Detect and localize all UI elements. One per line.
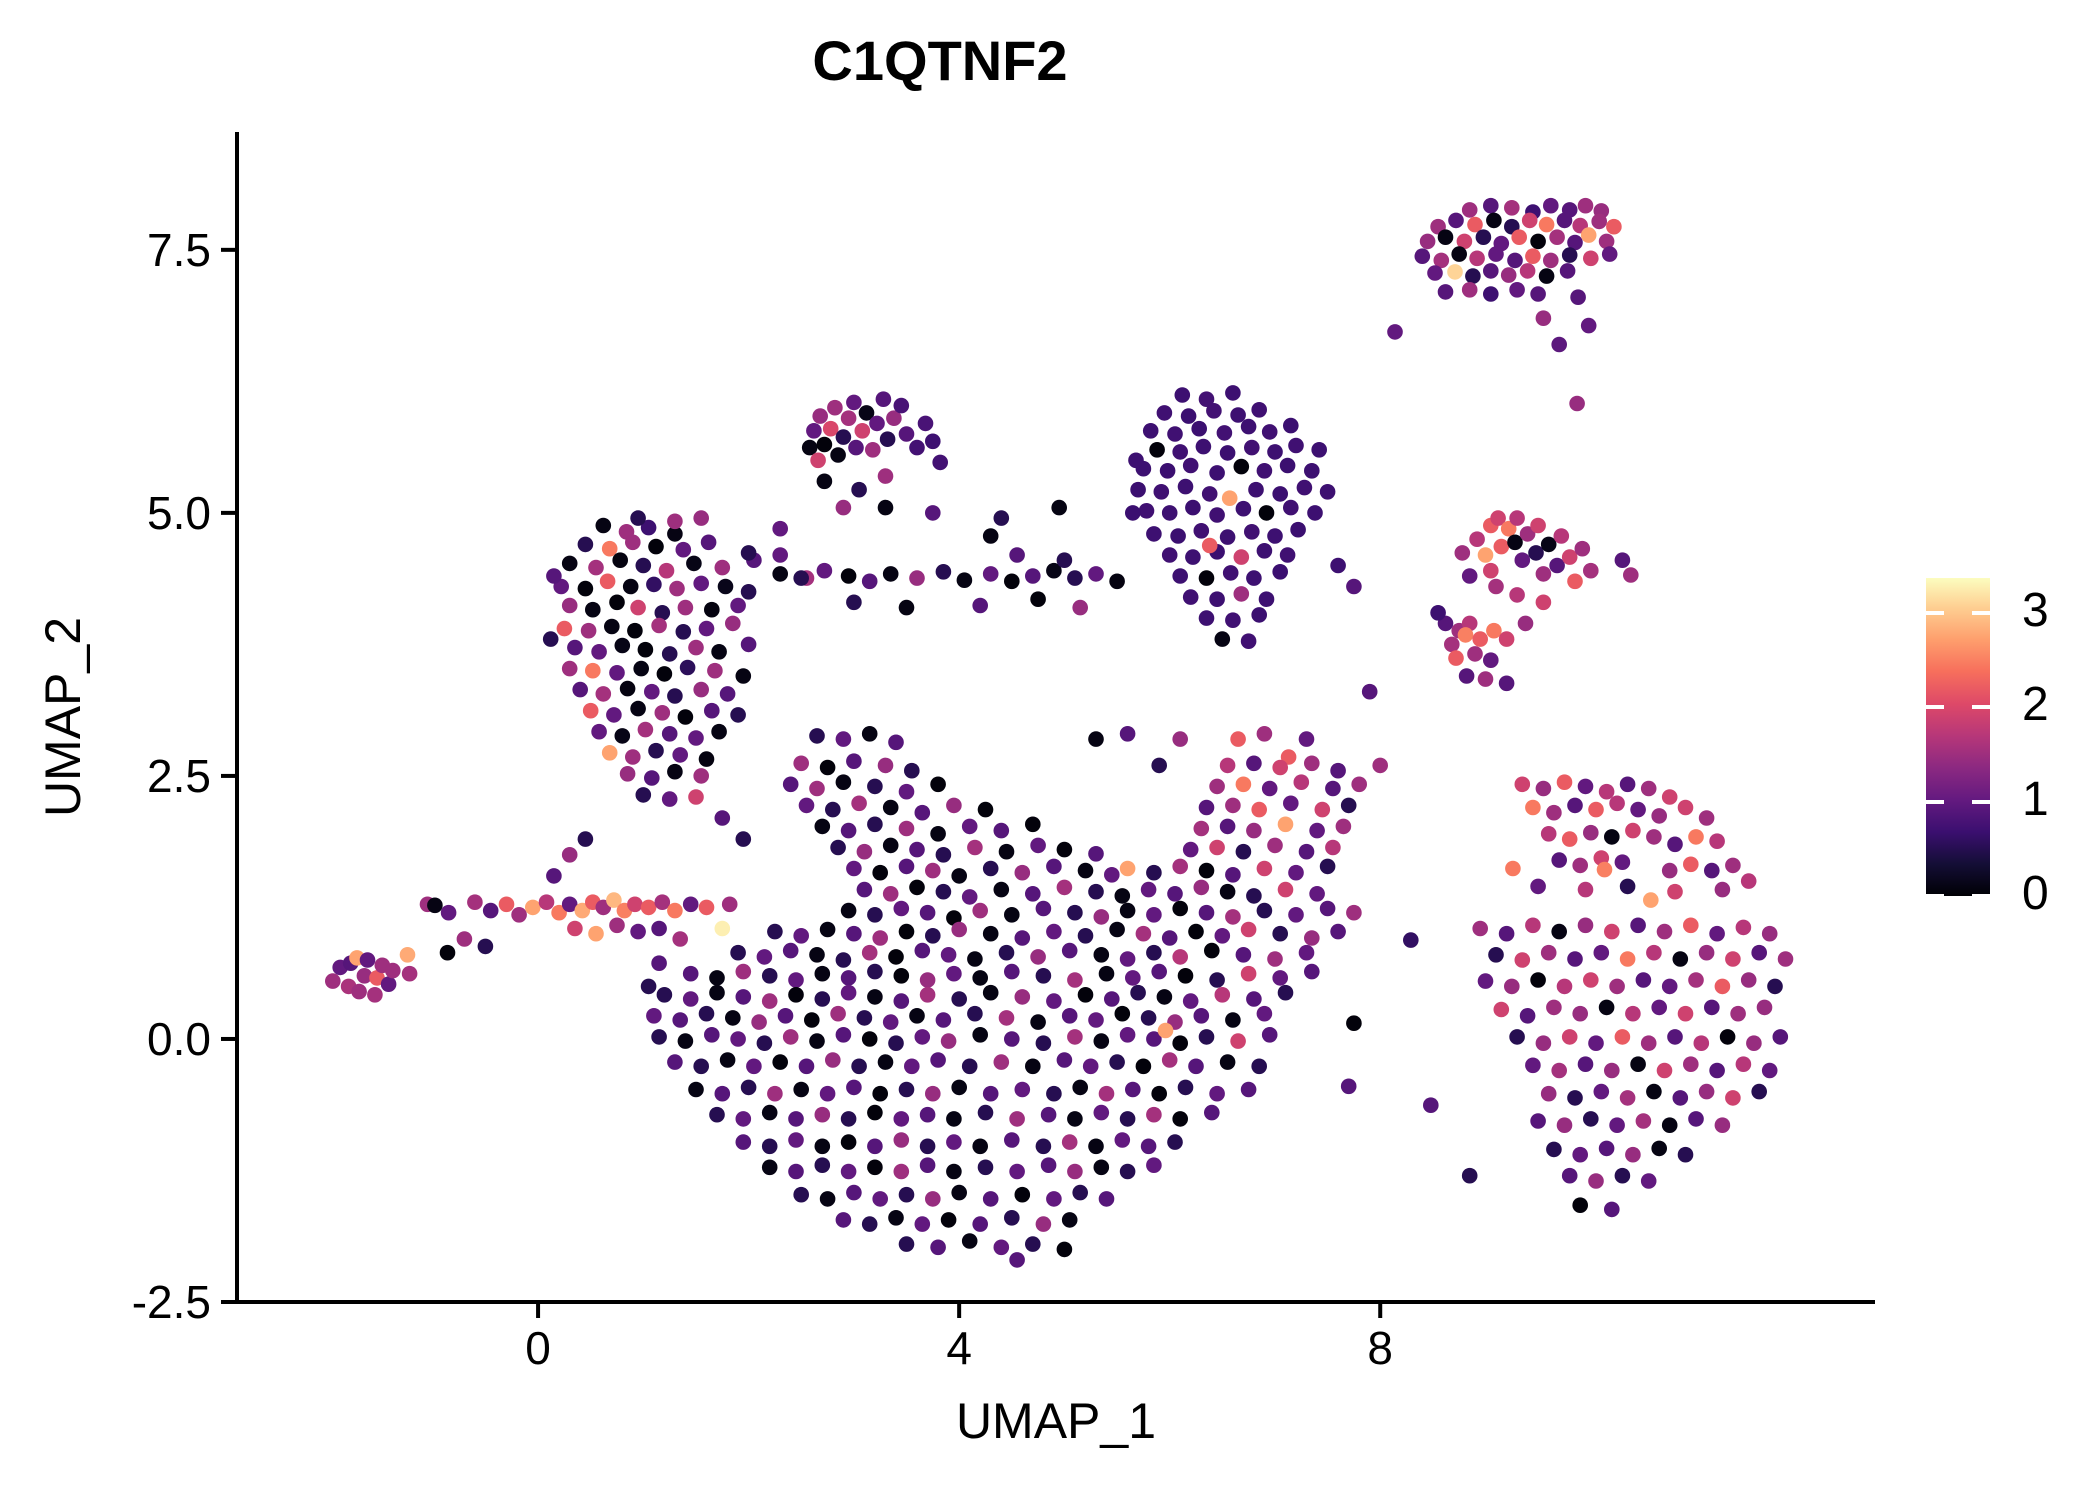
y-tick-label: 2.5 — [147, 750, 211, 802]
y-tick-label: -2.5 — [132, 1276, 211, 1328]
y-tick-label: 7.5 — [147, 224, 211, 276]
y-axis-title: UMAP_2 — [35, 616, 91, 818]
x-axis-title: UMAP_1 — [955, 1393, 1157, 1449]
y-tick-label: 5.0 — [147, 487, 211, 539]
x-tick-label: 4 — [946, 1322, 972, 1374]
scatter-points — [325, 197, 1794, 1268]
x-tick-label: 0 — [525, 1322, 551, 1374]
plot-title: C1QTNF2 — [812, 29, 1068, 92]
x-tick-label: 8 — [1367, 1322, 1393, 1374]
y-tick-label: 0.0 — [147, 1013, 211, 1065]
